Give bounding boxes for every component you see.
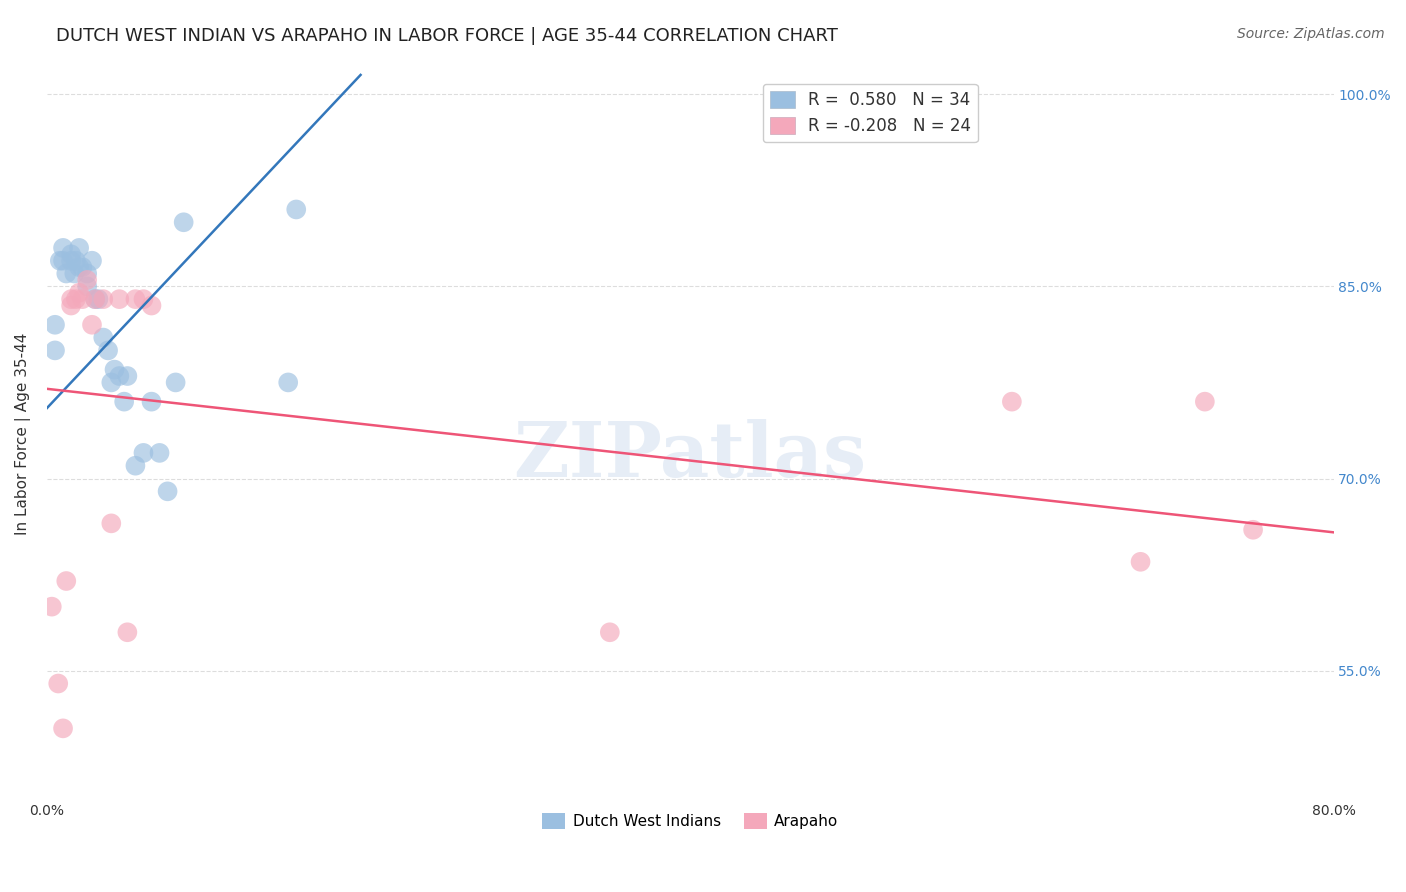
- Point: [277, 376, 299, 390]
- Point: [1194, 394, 1216, 409]
- Point: [84, 292, 107, 306]
- Point: [97, 343, 120, 358]
- Point: [108, 292, 131, 306]
- Point: [91, 330, 114, 344]
- Point: [52, 253, 75, 268]
- Point: [156, 484, 179, 499]
- Point: [1129, 555, 1152, 569]
- Y-axis label: In Labor Force | Age 35-44: In Labor Force | Age 35-44: [15, 333, 31, 535]
- Point: [67, 260, 90, 274]
- Point: [80, 318, 103, 332]
- Point: [72, 260, 94, 274]
- Point: [76, 273, 98, 287]
- Point: [1001, 394, 1024, 409]
- Point: [141, 394, 163, 409]
- Point: [49, 253, 72, 268]
- Point: [44, 318, 66, 332]
- Point: [108, 369, 131, 384]
- Point: [124, 458, 146, 473]
- Point: [60, 299, 83, 313]
- Point: [165, 376, 187, 390]
- Point: [52, 241, 75, 255]
- Legend: Dutch West Indians, Arapaho: Dutch West Indians, Arapaho: [536, 806, 845, 835]
- Point: [103, 362, 125, 376]
- Point: [285, 202, 308, 217]
- Point: [46, 676, 69, 690]
- Point: [76, 267, 98, 281]
- Point: [117, 625, 139, 640]
- Point: [87, 292, 110, 306]
- Point: [91, 292, 114, 306]
- Point: [60, 247, 83, 261]
- Point: [1241, 523, 1264, 537]
- Point: [41, 599, 63, 614]
- Text: ZIPatlas: ZIPatlas: [513, 418, 868, 492]
- Point: [141, 299, 163, 313]
- Point: [44, 343, 66, 358]
- Point: [112, 394, 135, 409]
- Point: [100, 516, 122, 531]
- Point: [65, 292, 87, 306]
- Point: [76, 279, 98, 293]
- Point: [60, 292, 83, 306]
- Point: [148, 446, 170, 460]
- Point: [67, 241, 90, 255]
- Point: [117, 369, 139, 384]
- Point: [52, 722, 75, 736]
- Point: [173, 215, 195, 229]
- Point: [72, 292, 94, 306]
- Point: [63, 267, 86, 281]
- Point: [100, 376, 122, 390]
- Point: [132, 292, 155, 306]
- Point: [84, 292, 107, 306]
- Point: [67, 285, 90, 300]
- Point: [65, 253, 87, 268]
- Point: [80, 253, 103, 268]
- Point: [599, 625, 621, 640]
- Text: Source: ZipAtlas.com: Source: ZipAtlas.com: [1237, 27, 1385, 41]
- Point: [124, 292, 146, 306]
- Text: DUTCH WEST INDIAN VS ARAPAHO IN LABOR FORCE | AGE 35-44 CORRELATION CHART: DUTCH WEST INDIAN VS ARAPAHO IN LABOR FO…: [56, 27, 838, 45]
- Point: [55, 267, 77, 281]
- Point: [55, 574, 77, 588]
- Point: [132, 446, 155, 460]
- Point: [60, 253, 83, 268]
